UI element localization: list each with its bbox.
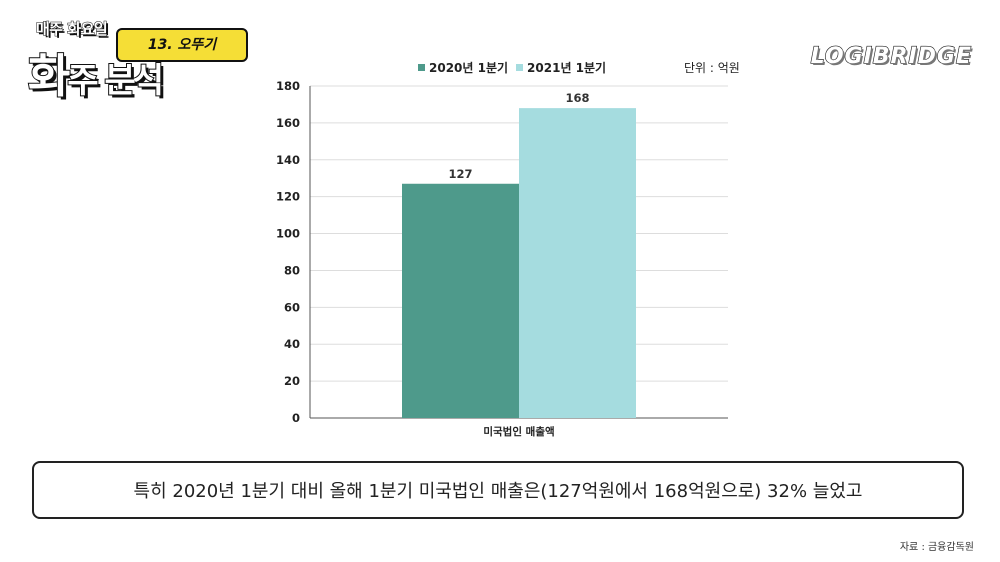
chart-legend: 2020년 1분기 2021년 1분기 (418, 59, 606, 76)
data-label: 127 (448, 167, 472, 181)
y-tick-label: 20 (284, 374, 300, 388)
episode-badge: 13. 오뚜기 (116, 28, 248, 62)
show-logo: 매주 화요일 13. 오뚜기 화주 분석 (27, 18, 248, 104)
y-tick-label: 180 (276, 79, 300, 93)
legend-item-2020: 2020년 1분기 (418, 59, 508, 76)
bar-0 (402, 183, 519, 418)
bar-1 (519, 108, 636, 418)
logo-series-text: 매주 화요일 (35, 20, 108, 39)
logo-title-b: 주 분석 (66, 60, 165, 102)
x-category-label: 미국법인 매출액 (483, 425, 554, 438)
y-tick-label: 0 (292, 411, 300, 425)
legend-swatch-2021 (516, 64, 524, 71)
y-tick-label: 120 (276, 190, 300, 204)
source-note: 자료 : 금융감독원 (899, 542, 974, 553)
y-tick-label: 100 (276, 227, 300, 241)
logo-title-a: 화 (27, 48, 71, 104)
brand-logo: LOGIBRIDGE (810, 43, 972, 69)
legend-item-2021: 2021년 1분기 (516, 59, 606, 76)
caption-text: 특히 2020년 1분기 대비 올해 1분기 미국법인 매출은(127억원에서 … (133, 481, 863, 502)
y-tick-label: 160 (276, 116, 300, 130)
legend-label-2020: 2020년 1분기 (429, 61, 509, 75)
data-label: 168 (565, 91, 589, 105)
y-tick-label: 140 (276, 153, 300, 167)
y-tick-label: 80 (284, 263, 300, 277)
y-tick-label: 40 (284, 337, 300, 351)
legend-swatch-2020 (418, 64, 425, 71)
logo-title: 화주 분석 (27, 48, 165, 109)
legend-label-2021: 2021년 1분기 (527, 61, 607, 75)
caption-box: 특히 2020년 1분기 대비 올해 1분기 미국법인 매출은(127억원에서 … (32, 461, 964, 519)
unit-label: 단위 : 억원 (684, 61, 740, 75)
y-tick-label: 60 (284, 300, 300, 314)
